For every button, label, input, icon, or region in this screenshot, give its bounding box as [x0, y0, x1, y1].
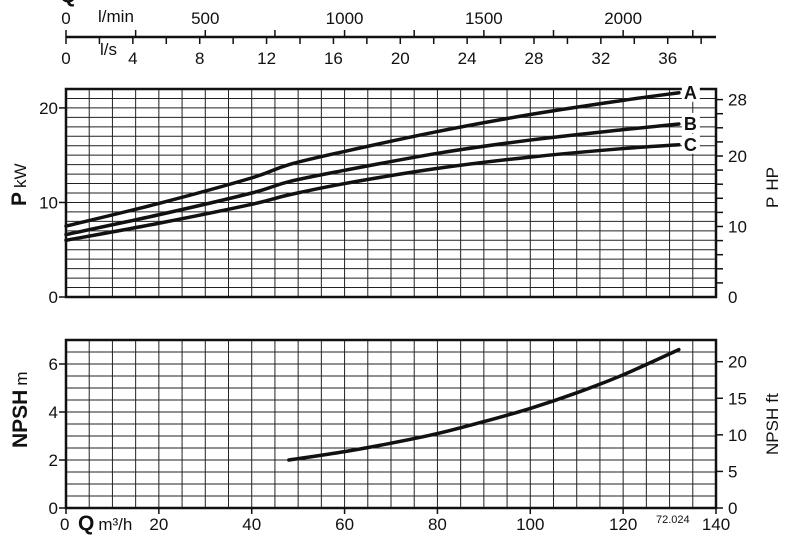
npsh-plot-frame: [64, 338, 718, 510]
npsh-ft-tick-labels: 0 5 10 15 20: [716, 353, 747, 518]
npsh-ft-axis-unit: ft: [763, 393, 782, 403]
lpm-tick-label: 1500: [465, 9, 503, 28]
curve-label-background: [681, 133, 700, 154]
lpm-tick-label: 0: [61, 9, 70, 28]
npsh-m-tick-labels: 0 2 4 6: [49, 355, 66, 518]
ls-tick-label: 16: [324, 49, 343, 68]
npsh-ft-tick-label: 20: [728, 353, 747, 372]
figure-code: 72.024: [656, 514, 690, 526]
npsh-m-tick-label: 2: [49, 451, 58, 470]
hp-tick-label: 28: [728, 91, 747, 110]
hp-tick-label: 10: [728, 217, 747, 236]
npsh-axis-symbol: NPSH: [9, 390, 32, 448]
flow-m3h-tick-label: 120: [609, 515, 637, 534]
power-axis-unit: kW: [11, 163, 30, 188]
power-hp-tick-labels: 0 10 20 28: [716, 91, 747, 307]
curve-label-background: [681, 112, 700, 133]
flow-m3h-tick-label: 100: [516, 515, 544, 534]
curve-label-background: [681, 81, 700, 102]
ls-tick-label: 20: [391, 49, 410, 68]
lpm-tick-label: 2000: [604, 9, 642, 28]
ls-tick-label: 36: [658, 49, 677, 68]
npsh-ft-axis-label: NPSH ft: [763, 393, 782, 455]
flow-unit-lpm: l/min: [98, 7, 134, 26]
npsh-ft-tick-label: 15: [728, 389, 747, 408]
power-kw-tick-labels: 0 10 20: [39, 99, 66, 307]
npsh-m-tick-label: 6: [49, 355, 58, 374]
power-axis-symbol: P: [8, 192, 31, 206]
flow-scales: Q l/min 0 500 1000 1500 2000 l/s 0 4 8 12 16 20 24…: [60, 0, 716, 68]
power-curve-b: [64, 122, 681, 237]
power-plot-frame: [64, 87, 718, 299]
curve-label-a: A: [684, 83, 697, 103]
npsh-ft-tick-label: 5: [728, 462, 737, 481]
flow-m3h-tick-label: 20: [149, 515, 168, 534]
flow-axis-symbol: Q: [78, 512, 94, 535]
power-axis-label: PkW: [8, 163, 31, 206]
lpm-tick-label: 500: [191, 9, 219, 28]
curve-label-c: C: [684, 135, 697, 155]
ls-tick-label: 0: [61, 49, 70, 68]
npsh-ft-tick-label: 10: [728, 426, 747, 445]
power-hp-axis-symbol: P: [763, 197, 782, 208]
flow-scale-ticks: [65, 30, 702, 44]
npsh-m-tick-label: 0: [49, 499, 58, 518]
flow-m3h-tick-labels: 0 20 40 60 80 100 120 140: [60, 508, 730, 534]
flow-m3h-tick-label: 0: [60, 515, 69, 534]
power-curves: [64, 91, 681, 243]
npsh-grid: [66, 340, 716, 508]
power-hp-axis-unit: HP: [763, 167, 782, 191]
flow-m3h-tick-label: 40: [242, 515, 261, 534]
power-chart: 0 10 20 0 10 20 28 ABC PkW P HP: [8, 81, 782, 307]
power-grid: [66, 89, 716, 297]
curve-label-b: B: [684, 114, 697, 134]
power-curve-labels: ABC: [681, 81, 700, 155]
ls-tick-label: 8: [195, 49, 204, 68]
power-curve-c: [64, 143, 681, 243]
hp-tick-label: 20: [728, 147, 747, 166]
power-hp-axis-label: P HP: [763, 167, 782, 208]
ls-tick-label: 12: [257, 49, 276, 68]
flow-symbol: Q: [60, 0, 76, 7]
npsh-curve: [287, 347, 681, 462]
kw-tick-label: 20: [39, 99, 58, 118]
flow-m3h-tick-label: 140: [702, 515, 730, 534]
npsh-ft-axis-symbol: NPSH: [763, 408, 782, 455]
power-curve-a: [64, 91, 681, 228]
flow-m3h-tick-label: 60: [335, 515, 354, 534]
npsh-curves: [287, 347, 681, 462]
lpm-tick-label: 1000: [326, 9, 364, 28]
npsh-axis-label: NPSH m: [9, 371, 32, 448]
npsh-ft-tick-label: 0: [728, 499, 737, 518]
flow-unit-ls: l/s: [100, 40, 117, 59]
ls-tick-labels: 0 4 8 12 16 20 24 28 32 36: [61, 49, 677, 68]
flow-m3h-tick-label: 80: [428, 515, 447, 534]
kw-tick-label: 10: [39, 193, 58, 212]
flow-axis-unit: m³/h: [98, 515, 132, 534]
ls-tick-label: 32: [591, 49, 610, 68]
ls-tick-label: 28: [525, 49, 544, 68]
npsh-chart: 0 2 4 6 0 5 10 15 20 0 20 40 60 80 100 120 140 NPSH m N…: [9, 338, 782, 535]
ls-tick-label: 4: [128, 49, 137, 68]
npsh-axis-unit: m: [12, 371, 31, 385]
ls-tick-label: 24: [458, 49, 477, 68]
hp-tick-label: 0: [728, 288, 737, 307]
kw-tick-label: 0: [49, 288, 58, 307]
lpm-tick-labels: 0 500 1000 1500 2000: [61, 9, 642, 28]
npsh-m-tick-label: 4: [49, 403, 58, 422]
